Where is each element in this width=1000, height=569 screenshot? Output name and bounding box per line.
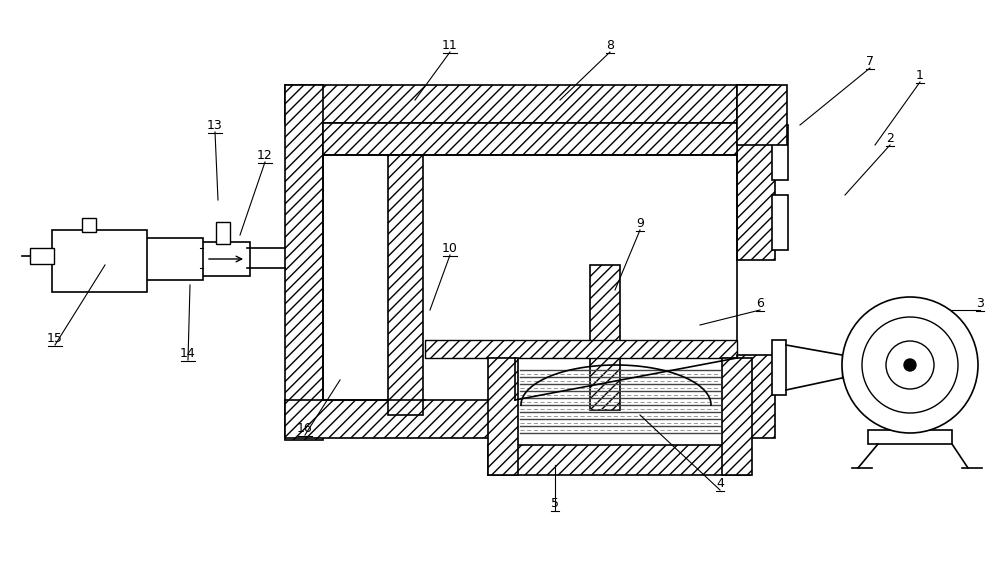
Bar — [200, 242, 250, 276]
Bar — [30, 248, 54, 264]
Bar — [772, 340, 786, 395]
Bar — [488, 445, 750, 475]
Text: 1: 1 — [916, 69, 924, 82]
Text: 16: 16 — [297, 422, 313, 435]
Bar — [285, 400, 515, 438]
Bar — [82, 218, 96, 232]
Text: 6: 6 — [756, 297, 764, 310]
Text: 11: 11 — [442, 39, 458, 52]
Circle shape — [904, 359, 916, 371]
Circle shape — [862, 317, 958, 413]
Circle shape — [842, 297, 978, 433]
Text: 13: 13 — [207, 119, 223, 132]
Bar — [868, 430, 952, 444]
Circle shape — [886, 341, 934, 389]
Bar — [145, 238, 203, 280]
Bar — [590, 265, 620, 410]
Text: 14: 14 — [180, 347, 196, 360]
Text: 8: 8 — [606, 39, 614, 52]
Bar — [388, 155, 423, 415]
Bar — [425, 340, 737, 358]
Bar — [737, 85, 787, 145]
Text: 5: 5 — [551, 497, 559, 510]
Bar — [722, 358, 752, 475]
Bar — [285, 85, 775, 123]
Bar — [323, 123, 737, 155]
Text: 10: 10 — [442, 242, 458, 255]
Bar — [216, 222, 230, 244]
Bar — [772, 125, 788, 180]
Text: 15: 15 — [47, 332, 63, 345]
Text: 7: 7 — [866, 55, 874, 68]
Bar — [285, 85, 323, 440]
Bar — [737, 355, 775, 438]
Text: 4: 4 — [716, 477, 724, 490]
Text: 12: 12 — [257, 149, 273, 162]
Text: 9: 9 — [636, 217, 644, 230]
Text: 3: 3 — [976, 297, 984, 310]
Bar — [737, 85, 775, 260]
Bar — [488, 358, 518, 475]
Text: 2: 2 — [886, 132, 894, 145]
Bar — [842, 355, 872, 378]
Bar — [772, 195, 788, 250]
Bar — [52, 230, 147, 292]
